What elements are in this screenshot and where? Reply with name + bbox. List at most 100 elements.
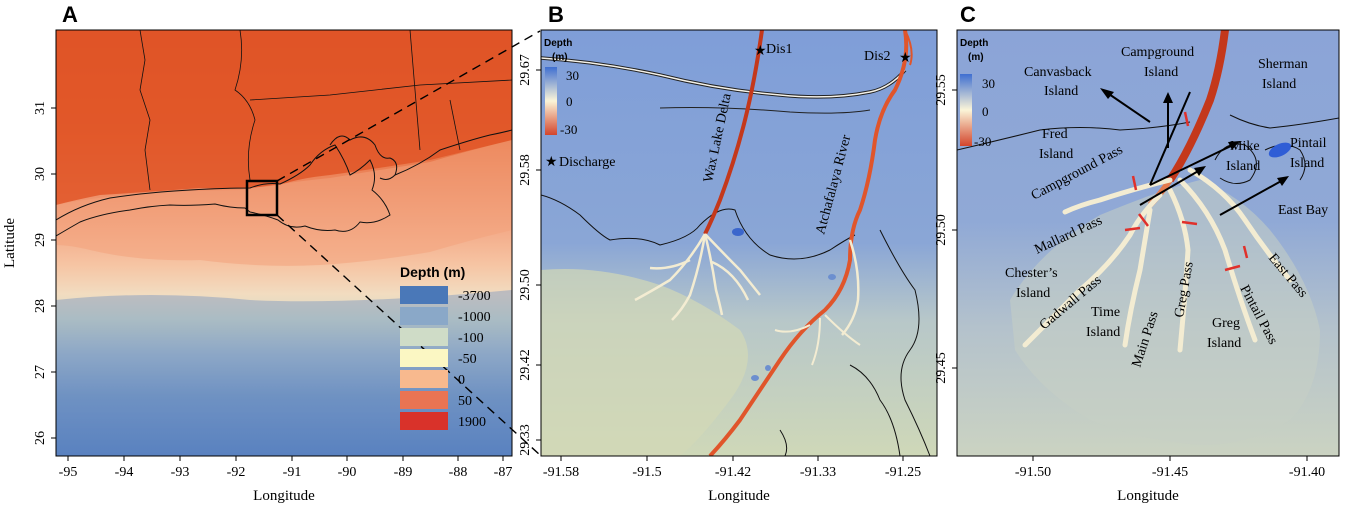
label-time-island-2: Island (1086, 325, 1120, 340)
label-canvasback-island-2: Island (1044, 84, 1078, 99)
y-tick-label: 29.67 (518, 54, 533, 86)
label-pintail-island-2: Island (1290, 156, 1324, 171)
panel-b-frame (540, 29, 938, 457)
y-tick-label: 29.33 (518, 424, 533, 456)
x-tick-label: -91 (283, 465, 302, 480)
panel-b-dis2-star: ★ (899, 51, 912, 66)
x-tick-label: -90 (338, 465, 357, 480)
legend-swatch (400, 412, 448, 430)
label-mike-island-1: Mike (1230, 139, 1260, 154)
x-tick-label: -95 (59, 465, 78, 480)
x-tick-label: -88 (449, 465, 468, 480)
legend-swatch (400, 349, 448, 367)
panel-a-letter: A (62, 2, 78, 27)
panel-a-frame (55, 29, 513, 457)
panel-b-colorbar-tick: 30 (566, 68, 579, 83)
panel-a-ylabel: Latitude (2, 218, 18, 268)
x-tick-label: -91.33 (800, 465, 836, 480)
label-east-bay: East Bay (1278, 203, 1328, 218)
panel-b-colorbar-title: Depth (544, 38, 572, 49)
legend-swatch (400, 307, 448, 325)
label-chesters-island-2: Island (1016, 286, 1050, 301)
label-campground-island-1: Campground (1121, 45, 1194, 60)
panel-b-highway-inner (541, 57, 906, 98)
y-tick-label: 29.55 (934, 74, 949, 106)
panel-c-xlabel: Longitude (1117, 488, 1179, 504)
panel-b-depression (751, 375, 759, 381)
panel-c-colorbar-title: Depth (960, 38, 988, 49)
panel-c-colorbar-unit: (m) (968, 52, 984, 63)
panel-c-frame (956, 29, 1340, 457)
legend-label: -1000 (458, 310, 491, 325)
panel-a-legend-title: Depth (m) (400, 264, 465, 280)
panel-a-y-ticks: 26 27 28 29 30 31 (33, 101, 56, 445)
panel-b-label-dis2: Dis2 (864, 49, 890, 64)
label-sherman-island-2: Island (1262, 77, 1296, 92)
panel-c-colorbar-tick: 30 (982, 76, 995, 91)
legend-label: -100 (458, 331, 484, 346)
y-tick-label: 29.58 (518, 154, 533, 186)
panel-b-y-ticks: 29.33 29.42 29.50 29.58 29.67 (518, 54, 541, 456)
panel-c-map (957, 30, 1339, 456)
x-tick-label: -91.50 (1015, 465, 1051, 480)
panel-c-arrows (1105, 91, 1284, 216)
label-sherman-island-1: Sherman (1258, 57, 1308, 72)
label-canvasback-island-1: Canvasback (1024, 65, 1092, 80)
panel-b-depression (732, 228, 744, 236)
panel-b-atchafalaya-river (708, 30, 909, 456)
label-pintail-island-1: Pintail (1290, 136, 1327, 151)
panel-b-xlabel: Longitude (708, 488, 770, 504)
x-tick-label: -91.5 (632, 465, 661, 480)
panel-b-coastline-island (849, 364, 901, 456)
panel-b-map: ★ ★ (541, 30, 937, 456)
legend-swatch (400, 370, 448, 388)
x-tick-label: -91.40 (1289, 465, 1325, 480)
panel-a-state-border-north (249, 79, 512, 101)
panel-a-river (234, 30, 256, 181)
panel-c-pintail-depression (1268, 142, 1292, 158)
panel-a-coastline (56, 144, 391, 237)
panel-b-discharge-label: Discharge (559, 155, 616, 170)
y-tick-label: 29.42 (518, 349, 533, 381)
panel-b-discharge-star: ★ (545, 155, 558, 170)
panel-c-coastline (957, 121, 1191, 151)
legend-label: -50 (458, 352, 477, 367)
legend-swatch (400, 328, 448, 346)
y-tick-label: 28 (33, 299, 48, 313)
panel-c: C (934, 2, 1340, 504)
legend-swatch (400, 391, 448, 409)
label-fred-island-2: Island (1039, 147, 1073, 162)
y-tick-label: 29.50 (934, 214, 949, 246)
panel-a-x-ticks: -95 -94 -93 -92 -91 -90 -89 -88 -87 (59, 456, 512, 480)
panel-c-colorbar: Depth (m) 30 0 -30 (960, 38, 995, 149)
y-tick-label: 29 (33, 233, 48, 247)
x-tick-label: -92 (227, 465, 246, 480)
panel-a-land (56, 30, 512, 205)
panel-c-arrowheads (1100, 88, 1289, 186)
panel-b-shallow-bay (541, 269, 748, 456)
legend-label: 0 (458, 373, 465, 388)
panel-c-coastline-east (1229, 114, 1339, 129)
panel-b-colorbar-tick: 0 (566, 94, 573, 109)
panel-a-map (56, 30, 512, 456)
panel-b-coastline-east (879, 229, 931, 456)
panel-a-coastline-east (394, 129, 512, 176)
panel-b-colorbar-tick: -30 (560, 122, 577, 137)
panel-a-state-border-tx-la (139, 30, 151, 191)
label-chesters-island-1: Chester’s (1005, 266, 1058, 281)
y-tick-label: 27 (33, 365, 48, 379)
panel-c-transects (1124, 111, 1249, 272)
panel-b-canal (659, 107, 871, 114)
panel-c-distributaries (1022, 167, 1293, 353)
panel-a-zoom-line-top (276, 30, 541, 182)
panel-a: A Depth (m) -3 (2, 2, 541, 504)
panel-a-coastline-delta (329, 135, 398, 180)
panel-b-colorbar-gradient (545, 67, 557, 135)
x-tick-label: -91.25 (885, 465, 921, 480)
y-tick-label: 29.50 (518, 269, 533, 301)
panel-c-main-channel (1166, 30, 1229, 183)
panel-a-shelf (56, 140, 512, 266)
panel-b-colorbar: Depth (m) 30 0 -30 ★ Discharge (544, 38, 616, 170)
y-tick-label: 29.45 (934, 352, 949, 384)
label-greg-island-2: Island (1207, 336, 1241, 351)
